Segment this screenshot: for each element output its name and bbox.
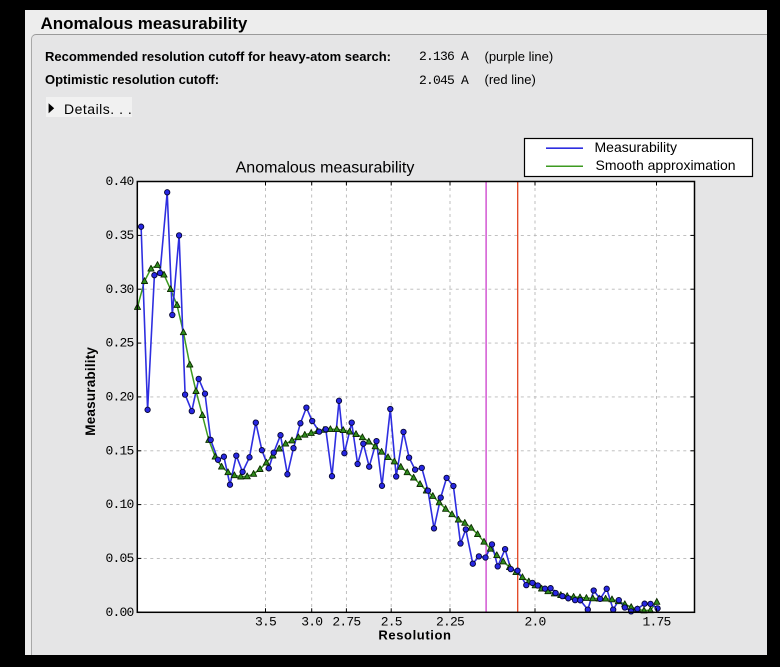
- svg-text:0.20: 0.20: [105, 390, 133, 405]
- svg-text:0.10: 0.10: [105, 497, 133, 512]
- svg-text:0.35: 0.35: [105, 228, 133, 243]
- svg-text:2.75: 2.75: [332, 614, 360, 629]
- svg-text:Resolution: Resolution: [378, 628, 451, 643]
- svg-text:0.40: 0.40: [105, 174, 133, 189]
- svg-text:2.25: 2.25: [436, 614, 464, 629]
- svg-text:Measurability: Measurability: [83, 347, 98, 436]
- svg-text:2.5: 2.5: [381, 614, 402, 629]
- svg-text:0.00: 0.00: [105, 605, 133, 620]
- svg-text:0.15: 0.15: [105, 443, 133, 458]
- svg-text:0.05: 0.05: [105, 551, 133, 566]
- svg-text:0.30: 0.30: [105, 282, 133, 297]
- svg-text:3.0: 3.0: [301, 614, 322, 629]
- svg-text:1.75: 1.75: [642, 614, 670, 629]
- svg-text:0.25: 0.25: [105, 336, 133, 351]
- svg-text:2.0: 2.0: [524, 614, 545, 629]
- svg-text:Anomalous measurability: Anomalous measurability: [236, 160, 415, 177]
- svg-text:Smooth approximation: Smooth approximation: [596, 157, 736, 173]
- svg-text:3.5: 3.5: [255, 614, 276, 629]
- svg-text:Measurability: Measurability: [595, 139, 677, 155]
